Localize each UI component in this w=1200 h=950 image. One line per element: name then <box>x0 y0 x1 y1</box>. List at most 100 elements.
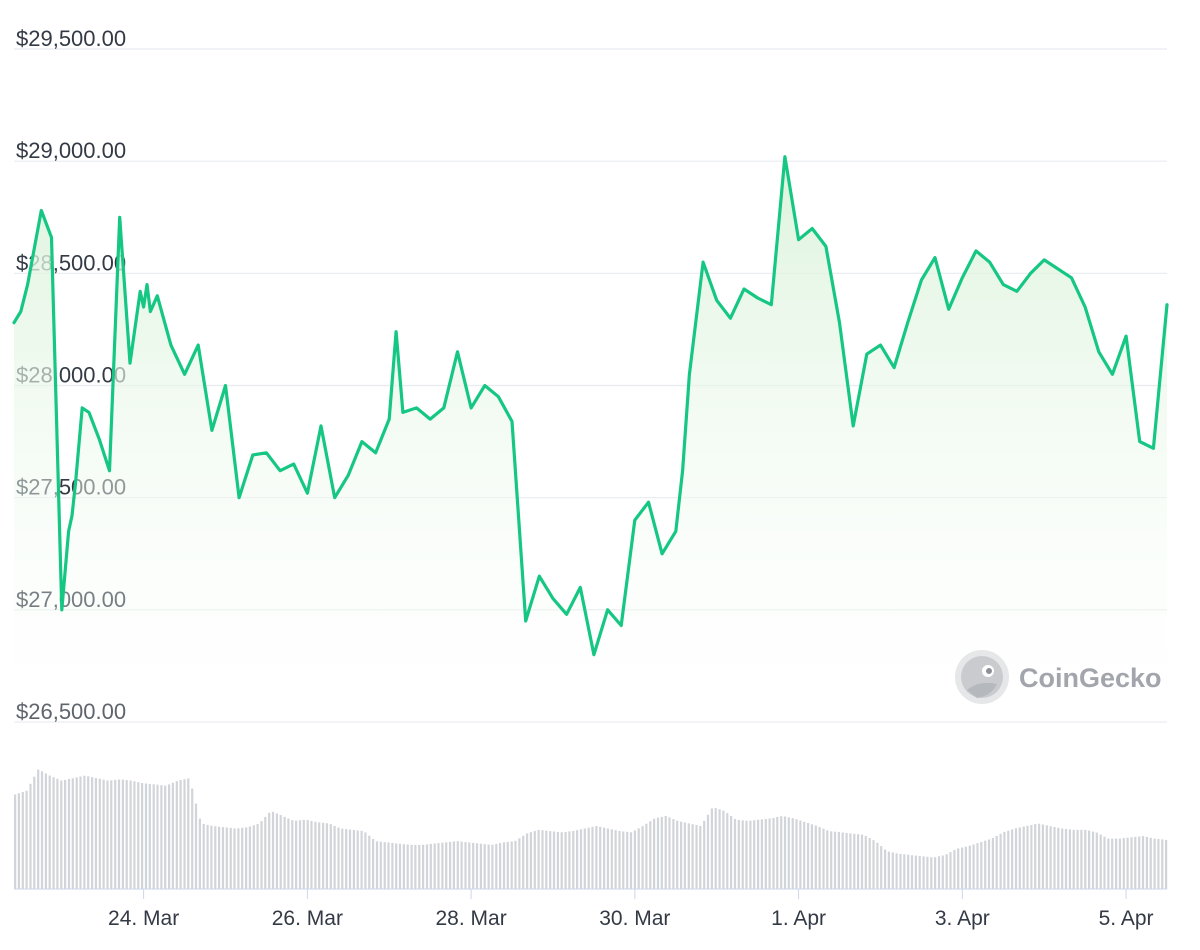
volume-bar <box>930 857 933 889</box>
volume-bar <box>706 814 710 889</box>
volume-bar <box>106 780 109 889</box>
volume-bar <box>880 846 883 889</box>
volume-bar <box>379 841 382 889</box>
volume-bar <box>341 828 344 889</box>
volume-bar <box>464 842 467 889</box>
x-tick-label: 3. Apr <box>935 907 990 930</box>
volume-bar <box>133 781 136 889</box>
volume-bar <box>1026 825 1029 889</box>
volume-bar <box>672 819 675 889</box>
volume-bar <box>945 854 948 889</box>
volume-bar <box>449 841 452 889</box>
volume-bar <box>91 777 94 889</box>
volume-bar <box>40 771 44 889</box>
volume-bar <box>75 777 78 889</box>
price-area-fill <box>14 156 1167 722</box>
volume-bar <box>549 831 552 889</box>
volume-bar <box>25 790 28 889</box>
volume-bar <box>891 852 894 889</box>
volume-bar <box>772 817 775 889</box>
volume-bar <box>229 827 232 889</box>
volume-bar <box>368 835 371 889</box>
volume-bar <box>1007 830 1010 889</box>
volume-bar <box>406 844 409 889</box>
volume-bar <box>603 827 606 889</box>
volume-bar <box>568 831 571 889</box>
volume-bar <box>803 821 806 889</box>
volume-bar <box>479 843 482 889</box>
volume-bar <box>887 851 890 889</box>
volume-bar <box>949 852 952 889</box>
volume-bar <box>687 823 690 889</box>
volume-bar <box>179 780 182 889</box>
volume-bar <box>826 830 829 889</box>
volume-bar <box>1134 836 1137 889</box>
volume-bar <box>833 831 837 889</box>
volume-bar <box>795 819 798 889</box>
volume-bar <box>591 826 594 889</box>
volume-bar <box>102 779 105 889</box>
volume-bar <box>87 776 90 889</box>
volume-bar <box>437 843 440 889</box>
gecko-logo-icon <box>955 650 1009 704</box>
volume-bar <box>1165 839 1168 889</box>
volume-bar <box>245 827 248 889</box>
volume-bar <box>1118 838 1121 889</box>
volume-bar <box>187 778 190 889</box>
volume-bar <box>1049 826 1052 889</box>
volume-bar <box>499 843 502 889</box>
volume-bar <box>780 816 783 889</box>
volume-bar <box>518 838 521 889</box>
volume-bar <box>749 820 752 889</box>
volume-bar <box>391 842 394 889</box>
volume-bar <box>114 779 117 889</box>
volume-bar <box>1011 829 1014 889</box>
volume-bar <box>764 819 767 889</box>
volume-bar <box>1122 838 1125 889</box>
volume-bar <box>14 794 17 889</box>
volume-bar <box>560 832 563 889</box>
volume-bar <box>529 832 532 889</box>
volume-bar <box>348 829 352 889</box>
volume-bar <box>248 826 251 889</box>
volume-bar <box>472 842 475 889</box>
volume-bar <box>1099 834 1102 889</box>
volume-bar <box>864 835 867 889</box>
volume-bar <box>60 780 63 889</box>
coingecko-watermark: CoinGecko <box>955 650 1162 704</box>
volume-bar <box>475 843 479 889</box>
volume-bar <box>837 832 840 889</box>
volume-bar <box>241 827 244 889</box>
price-line <box>12 155 1169 657</box>
volume-bar <box>202 824 205 889</box>
volume-bar <box>125 780 128 889</box>
volume-bar <box>972 844 975 889</box>
volume-bar <box>1130 837 1133 889</box>
volume-bar <box>329 824 332 889</box>
volume-bar <box>221 827 225 889</box>
volume-bar <box>910 855 914 889</box>
volume-bar <box>283 816 286 889</box>
volume-bar <box>298 820 302 889</box>
volume-bar <box>984 840 987 889</box>
volume-bar <box>117 779 121 889</box>
volume-bar <box>425 844 429 889</box>
x-axis: 24. Mar 26. Mar 28. Mar 30. Mar 1. Apr 3. Apr… <box>14 888 1167 930</box>
volume-bar <box>695 825 698 889</box>
volume-bar <box>791 818 794 889</box>
volume-bar <box>1115 838 1118 889</box>
volume-bar <box>429 843 432 889</box>
volume-bar <box>753 820 756 889</box>
volume-bar <box>206 824 209 889</box>
volume-bar <box>841 832 844 889</box>
volume-bar <box>633 830 636 889</box>
volume-bar <box>961 847 964 889</box>
volume-bar <box>64 779 67 889</box>
volume-bar <box>1038 823 1041 889</box>
volume-bar <box>814 825 817 889</box>
volume-bar <box>676 820 679 889</box>
volume-bar <box>1088 830 1091 889</box>
volume-bar <box>237 828 240 889</box>
volume-bar <box>1153 838 1156 889</box>
